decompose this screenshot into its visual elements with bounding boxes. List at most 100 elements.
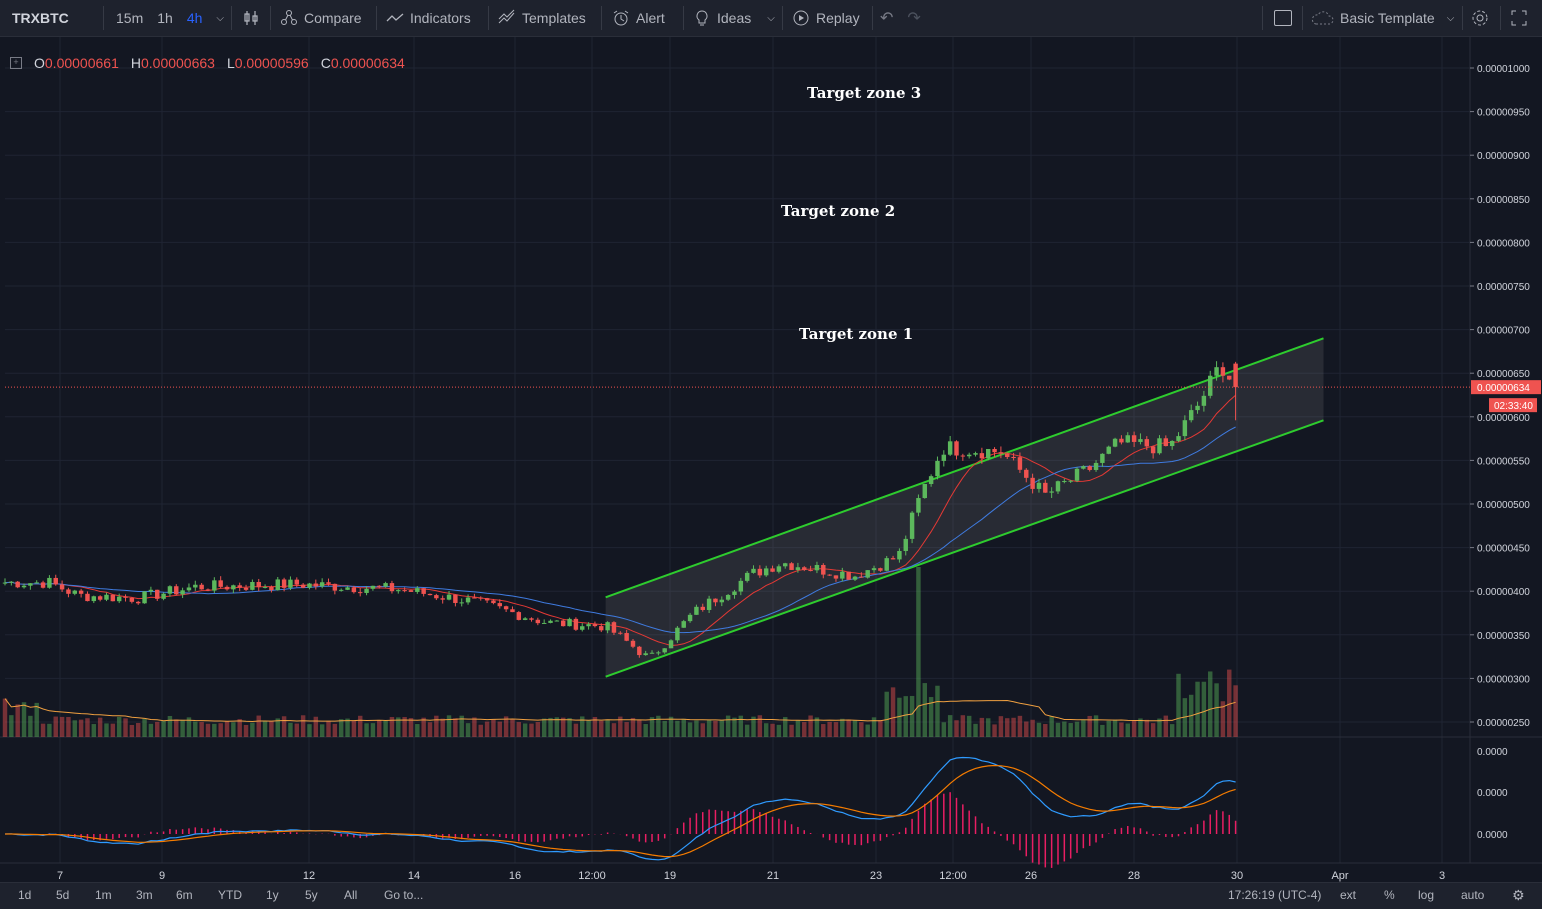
volume-bar [1163, 715, 1169, 737]
volume-bar [9, 715, 14, 737]
replay-button[interactable]: Replay [792, 0, 860, 36]
volume-bar [1100, 724, 1105, 737]
goto-button[interactable]: Go to... [384, 888, 424, 902]
range-1m[interactable]: 1m [95, 888, 112, 902]
volume-bar [91, 724, 97, 737]
candle-body [770, 568, 775, 572]
range-1d[interactable]: 1d [18, 888, 32, 902]
candle-body [510, 609, 515, 613]
target-zone-1-label[interactable]: Target zone 1 [799, 325, 914, 343]
volume-bar [821, 724, 826, 737]
candle-body [497, 603, 502, 607]
cloud-icon [1311, 11, 1334, 25]
undo-icon[interactable]: ↶ [880, 10, 894, 27]
fullscreen-button[interactable] [1510, 0, 1528, 36]
candle-body [377, 585, 382, 587]
volume-bar [611, 723, 617, 737]
candle-body [821, 564, 826, 575]
range-all[interactable]: All [344, 888, 358, 902]
candle-body [1011, 456, 1016, 458]
divider [1262, 6, 1263, 30]
range-ytd[interactable]: YTD [218, 888, 242, 902]
volume-bar [59, 716, 65, 737]
candle-body [605, 622, 610, 631]
volume-bar [205, 723, 211, 737]
interval-15m[interactable]: 15m [116, 10, 144, 26]
volume-bar [332, 723, 338, 737]
candle-body [802, 567, 807, 571]
indicators-button[interactable]: Indicators [386, 0, 471, 36]
square-icon [1274, 10, 1292, 26]
volume-bar [510, 719, 515, 737]
price-tick-label: 0.00000300 [1477, 674, 1530, 685]
candle-body [846, 571, 851, 580]
candle-body [1163, 438, 1169, 447]
templates-button[interactable]: Templates [498, 0, 586, 36]
compare-button[interactable]: Compare [280, 0, 362, 36]
volume-bar [1214, 683, 1219, 737]
redo-icon[interactable]: ↷ [907, 10, 921, 27]
volume-bar [351, 720, 357, 737]
range-3m[interactable]: 3m [136, 888, 153, 902]
settings-button[interactable] [1471, 0, 1489, 36]
clock[interactable]: 17:26:19 (UTC-4) [1228, 888, 1322, 902]
candle-body [649, 652, 655, 654]
candle-body [389, 583, 395, 592]
candle-body [47, 577, 52, 588]
volume-bar [446, 715, 452, 737]
volume-bar [53, 716, 58, 737]
log-toggle[interactable]: log [1418, 888, 1435, 902]
candle-body [687, 614, 693, 622]
ideas-button[interactable]: Ideas ⌵ [693, 0, 775, 36]
candle-body [91, 596, 97, 602]
volume-bar [326, 720, 331, 737]
volume-bar [592, 717, 598, 737]
volume-bar [383, 720, 388, 737]
range-1y[interactable]: 1y [266, 888, 279, 902]
candle-body [630, 640, 636, 647]
volume-bar [1017, 715, 1023, 737]
candle-body [535, 619, 541, 624]
volume-bar [884, 691, 889, 737]
ext-toggle[interactable]: ext [1340, 888, 1357, 902]
percent-toggle[interactable]: % [1384, 888, 1395, 902]
range-6m[interactable]: 6m [176, 888, 193, 902]
divider [270, 6, 271, 30]
volume-bar [338, 719, 344, 737]
volume-bar [389, 716, 395, 737]
auto-toggle[interactable]: auto [1461, 888, 1485, 902]
range-5d[interactable]: 5d [56, 888, 70, 902]
volume-bar [985, 718, 991, 737]
volume-bar [396, 717, 401, 737]
range-5y[interactable]: 5y [305, 888, 318, 902]
interval-1h[interactable]: 1h [157, 10, 173, 26]
expand-icon[interactable]: + [10, 57, 22, 69]
chart-area[interactable]: 0.00001000 0.00000950 0.00000900 0.00000850… [0, 37, 1542, 882]
target-zone-2-label[interactable]: Target zone 2 [781, 202, 896, 220]
candle-body [884, 558, 889, 571]
chevron-down-icon[interactable]: ⌵ [216, 12, 224, 24]
gear-icon[interactable]: ⚙ [1512, 887, 1525, 903]
candle-body [922, 484, 927, 499]
chart-style-button[interactable] [242, 0, 260, 36]
candle-body [643, 653, 648, 656]
volume-bar [852, 720, 858, 737]
alert-button[interactable]: Alert [612, 0, 665, 36]
candle-body [338, 589, 344, 591]
chevron-down-icon[interactable]: ⌵ [767, 12, 775, 24]
layout-button[interactable] [1274, 0, 1292, 36]
target-zone-3-label[interactable]: Target zone 3 [807, 84, 922, 102]
volume-bar [1208, 671, 1213, 737]
volume-bar [732, 717, 737, 737]
interval-4h[interactable]: 4h [186, 10, 203, 26]
gear-icon [1472, 10, 1488, 26]
volume-bar [434, 715, 439, 737]
template-select[interactable]: Basic Template ⌵ [1310, 0, 1454, 36]
symbol-search[interactable]: TRXBTC [12, 0, 69, 36]
volume-bar [624, 722, 629, 737]
price-chart[interactable]: 0.00001000 0.00000950 0.00000900 0.00000850… [0, 37, 1542, 882]
volume-bar [377, 719, 382, 737]
volume-bar [1150, 723, 1156, 737]
volume-bar [865, 724, 870, 737]
volume-bar [472, 717, 477, 737]
